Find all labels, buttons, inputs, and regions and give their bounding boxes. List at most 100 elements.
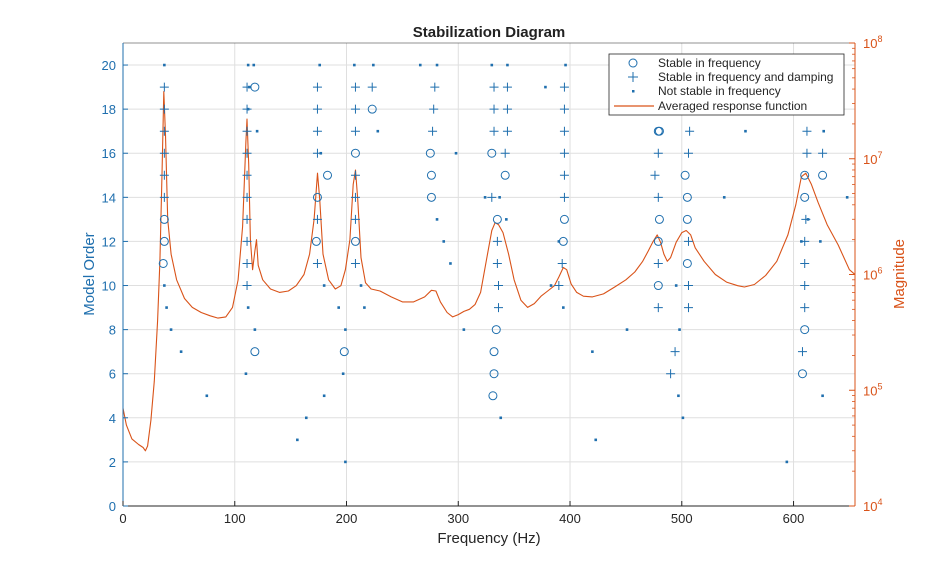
marker-not-stable — [344, 328, 347, 331]
marker-not-stable — [785, 460, 789, 464]
marker-stable-frequency — [489, 347, 499, 357]
marker-stable-frequency — [800, 170, 810, 180]
marker-stable-frequency-damping — [802, 148, 812, 158]
marker-stable-frequency — [312, 192, 322, 202]
marker-stable-frequency — [492, 214, 502, 224]
marker-stable-frequency — [489, 369, 499, 379]
marker-not-stable — [205, 394, 209, 398]
marker-stable-frequency-damping — [559, 126, 569, 136]
legend-marker-point — [632, 90, 635, 93]
marker-stable-frequency-damping — [685, 126, 695, 136]
marker-not-stable — [499, 416, 503, 420]
marker-stable-frequency-damping — [492, 258, 502, 268]
marker-not-stable — [819, 240, 822, 243]
marker-not-stable — [344, 460, 347, 464]
marker-not-stable — [246, 63, 250, 67]
marker-stable-frequency — [159, 236, 169, 246]
marker-not-stable — [435, 63, 439, 67]
response-layer — [122, 91, 856, 452]
marker-stable-frequency-damping — [683, 236, 693, 246]
marker-stable-frequency-damping — [797, 347, 807, 357]
marker-not-stable — [363, 306, 366, 309]
marker-not-stable — [454, 151, 458, 155]
marker-not-stable — [246, 306, 250, 309]
marker-not-stable — [744, 129, 747, 133]
marker-stable-frequency-damping — [242, 148, 252, 158]
y-left-tick-label: 10 — [102, 279, 116, 294]
marker-stable-frequency-damping — [242, 281, 252, 291]
marker-stable-frequency-damping — [159, 126, 169, 136]
marker-stable-frequency — [350, 148, 360, 158]
marker-not-stable — [359, 284, 363, 287]
marker-stable-frequency — [559, 214, 569, 224]
marker-stable-frequency-damping — [666, 369, 676, 379]
y-left-tick-label: 2 — [109, 455, 116, 470]
marker-stable-frequency-damping — [489, 82, 499, 92]
marker-stable-frequency-damping — [554, 281, 564, 291]
y-left-tick-label: 4 — [109, 411, 116, 426]
chart-title: Stabilization Diagram — [413, 24, 566, 41]
marker-stable-frequency-damping — [802, 126, 812, 136]
marker-stable-frequency-damping — [430, 82, 440, 92]
marker-stable-frequency — [682, 258, 692, 268]
marker-stable-frequency — [350, 236, 360, 246]
marker-stable-frequency-damping — [312, 104, 322, 114]
plot-area — [123, 43, 855, 506]
legend-label-stable-damping: Stable in frequency and damping — [658, 70, 833, 84]
marker-stable-frequency-damping — [500, 148, 510, 158]
axes — [122, 42, 856, 507]
marker-not-stable — [246, 107, 250, 111]
marker-stable-frequency-damping — [159, 104, 169, 114]
marker-stable-frequency-damping — [312, 82, 322, 92]
marker-not-stable — [244, 372, 248, 376]
tick-labels: 0 100 200 300 400 500 600 0 2 4 6 8 10 12 14 16 18 20 104 1… — [102, 34, 883, 526]
marker-stable-frequency — [426, 192, 436, 202]
marker-not-stable — [255, 129, 259, 133]
marker-not-stable — [165, 306, 168, 309]
marker-not-stable — [557, 240, 561, 243]
marker-stable-frequency-damping — [502, 82, 512, 92]
marker-stable-frequency — [311, 236, 321, 246]
y-right-tick-label: 106 — [863, 266, 882, 283]
marker-stable-frequency-damping — [650, 170, 660, 180]
marker-stable-frequency — [339, 347, 349, 357]
legend-box — [608, 53, 845, 116]
marker-not-stable — [253, 328, 257, 331]
marker-stable-frequency — [426, 170, 436, 180]
marker-stable-frequency-damping — [559, 104, 569, 114]
y-axis-left-label: Model Order — [81, 232, 98, 315]
marker-not-stable — [418, 63, 422, 67]
marker-not-stable — [435, 218, 439, 221]
marker-not-stable — [322, 394, 326, 398]
marker-not-stable — [449, 262, 452, 265]
marker-stable-frequency — [800, 325, 810, 335]
marker-stable-frequency-damping — [350, 104, 360, 114]
marker-stable-frequency-damping — [428, 126, 438, 136]
marker-stable-frequency — [682, 214, 692, 224]
marker-not-stable — [163, 63, 166, 67]
x-tick-label: 400 — [559, 511, 581, 526]
marker-not-stable — [296, 438, 299, 442]
marker-stable-frequency-damping — [312, 258, 322, 268]
marker-stable-frequency-damping — [493, 281, 503, 291]
marker-not-stable — [353, 63, 356, 67]
marker-stable-frequency — [680, 170, 690, 180]
marker-stable-frequency — [367, 104, 377, 114]
marker-not-stable — [625, 328, 629, 331]
marker-stable-frequency-damping — [350, 214, 360, 224]
marker-not-stable — [677, 394, 680, 398]
legend-marker-circle — [628, 58, 638, 68]
marker-stable-frequency-damping — [800, 281, 810, 291]
marker-stable-frequency-damping — [350, 192, 360, 202]
marker-not-stable — [506, 63, 509, 67]
marker-stable-frequency-damping — [242, 214, 252, 224]
marker-stable-frequency-damping — [670, 347, 680, 357]
y-left-tick-label: 12 — [102, 234, 116, 249]
marker-not-stable — [490, 63, 494, 67]
marker-stable-frequency-damping — [159, 170, 169, 180]
marker-stable-frequency-damping — [487, 192, 497, 202]
legend-label-response: Averaged response function — [658, 99, 807, 113]
y-right-tick-label: 104 — [863, 497, 882, 514]
x-tick-label: 200 — [336, 511, 358, 526]
